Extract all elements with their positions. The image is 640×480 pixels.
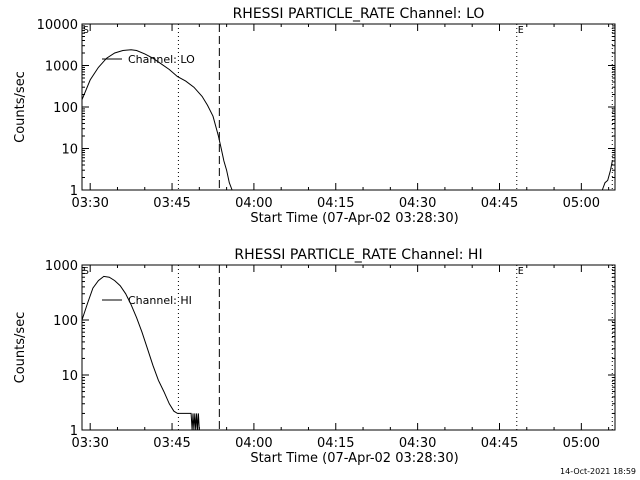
chart-lo-legend-label: Channel: LO: [128, 53, 195, 66]
chart-lo-x-tick-label: 04:00: [235, 196, 272, 211]
chart-lo-title: RHESSI PARTICLE_RATE Channel: LO: [233, 6, 485, 22]
chart-hi-x-tick-label: 04:00: [235, 436, 272, 451]
chart-hi-x-tick-label: 04:45: [481, 436, 518, 451]
chart-lo-marker-s: S: [83, 25, 89, 36]
chart-hi-x-tick-label: 04:30: [399, 436, 436, 451]
chart-lo-series-line: [81, 49, 233, 191]
chart-hi-frame: [81, 264, 616, 431]
chart-lo-y-tick-label: 100: [53, 101, 78, 116]
chart-lo-y-tick-label: 1: [70, 184, 78, 199]
chart-hi-y-tick-label: 100: [53, 314, 78, 329]
chart-lo-x-tick-label: 04:45: [481, 196, 518, 211]
chart-lo-y-tick-label: 10000: [37, 18, 78, 33]
chart-lo-x-tick-label: 03:45: [153, 196, 190, 211]
chart-hi-y-tick-label: 10: [61, 369, 78, 384]
chart-hi-x-tick-label: 03:30: [71, 436, 108, 451]
footer-timestamp: 14-Oct-2021 18:59: [560, 467, 636, 476]
chart-hi-legend-label: Channel: HI: [128, 294, 192, 307]
chart-hi-x-tick-label: 05:00: [563, 436, 600, 451]
chart-hi-title: RHESSI PARTICLE_RATE Channel: HI: [234, 247, 482, 263]
chart-hi-x-tick-label: 03:45: [153, 436, 190, 451]
chart-lo-y-tick-label: 1000: [45, 60, 78, 75]
chart-lo-x-tick-label: 04:30: [399, 196, 436, 211]
chart-hi-marker-e: E: [518, 266, 524, 277]
chart-hi-x-tick-label: 04:15: [317, 436, 354, 451]
chart-lo-x-tick-label: 04:15: [317, 196, 354, 211]
chart-lo-marker-e: E: [518, 25, 524, 36]
chart-hi-y-tick-label: 1: [70, 424, 78, 439]
chart-lo-series-line: [601, 160, 613, 191]
chart-hi-y-axis-label: Counts/sec: [13, 312, 28, 384]
chart-lo-y-axis-label: Counts/sec: [13, 71, 28, 143]
chart-lo-x-tick-label: 05:00: [563, 196, 600, 211]
chart-lo-y-tick-label: 10: [61, 143, 78, 158]
chart-hi-marker-s: S: [83, 266, 89, 277]
chart-lo-x-tick-label: 03:30: [71, 196, 108, 211]
chart-hi-x-axis-label: Start Time (07-Apr-02 03:28:30): [250, 451, 458, 466]
chart-lo-x-axis-label: Start Time (07-Apr-02 03:28:30): [250, 211, 458, 226]
chart-hi-series-line: [81, 275, 200, 431]
chart-hi-y-tick-label: 1000: [45, 259, 78, 274]
chart-lo-frame: [81, 23, 616, 191]
